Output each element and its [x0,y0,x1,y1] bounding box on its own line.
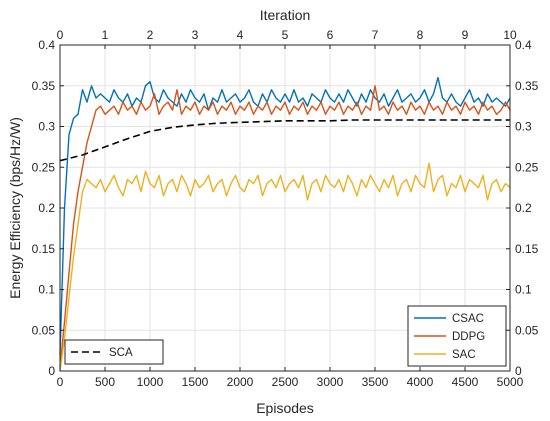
x2-tick-label: 9 [462,28,469,42]
x2-tick-label: 1 [102,28,109,42]
legend-label-sca: SCA [109,347,133,359]
x2-tick-label: 2 [147,28,154,42]
y-tick-label: 0.2 [38,201,55,215]
x2-tick-label: 8 [417,28,424,42]
y-tick-label: 0.35 [32,79,56,93]
y-tick-label: 0.05 [32,323,56,337]
legend-main: CSAC DDPG SAC [407,305,507,367]
legend-label-ddpg: DDPG [452,331,485,343]
y-tick-label-right: 0.15 [515,242,539,256]
series-line-ddpg [59,85,511,367]
x2-tick-label: 0 [57,28,64,42]
grid-lines [60,45,510,371]
y-tick-label: 0.25 [32,160,56,174]
y-tick-label-right: 0.25 [515,160,539,174]
x-tick-label: 0 [57,375,64,389]
x2-tick-label: 7 [372,28,379,42]
x2-tick-label: 6 [327,28,334,42]
y-tick-label: 0.3 [38,120,55,134]
x2-axis-title: Iteration [260,7,311,23]
x-tick-label: 3500 [362,375,389,389]
legend-label-csac: CSAC [452,313,484,325]
legend-label-sac: SAC [452,349,476,361]
series-line-sca [59,119,510,162]
y-tick-label-right: 0.05 [515,323,539,337]
y-tick-label-right: 0.3 [515,120,532,134]
y-tick-label: 0.1 [38,283,55,297]
axes: 0 500 1000 1500 2000 2500 3000 3500 4000 4500 5000… [32,28,539,389]
legend-sca: SCA [64,339,164,365]
x-tick-label: 3000 [317,375,344,389]
plot-series [59,76,511,372]
x-tick-label: 2500 [272,375,299,389]
legend-box [64,339,164,365]
y-axis-title: Energy Efficiency (bps/Hz/W) [7,117,23,299]
y-tick-label: 0.4 [38,38,55,52]
y-tick-label-right: 0.35 [515,79,539,93]
x2-tick-label: 3 [192,28,199,42]
x-axis-title: Episodes [256,400,314,416]
x-tick-label: 1000 [137,375,164,389]
x2-tick-label: 4 [237,28,244,42]
x2-tick-label: 5 [282,28,289,42]
x2-tick-label: 10 [503,28,517,42]
y-tick-label-right: 0.4 [515,38,532,52]
x-tick-label: 4000 [407,375,434,389]
y-tick-label-right: 0 [515,364,522,378]
x-tick-label: 500 [95,375,115,389]
y-tick-label-right: 0.2 [515,201,532,215]
y-tick-label-right: 0.1 [515,283,532,297]
x-tick-label: 2000 [227,375,254,389]
series-line-sac [59,162,511,372]
x-tick-label: 5000 [497,375,524,389]
x-tick-label: 1500 [182,375,209,389]
y-tick-label: 0.15 [32,242,56,256]
series-line-csac [59,76,511,355]
x-tick-label: 4500 [452,375,479,389]
y-tick-label: 0 [48,364,55,378]
